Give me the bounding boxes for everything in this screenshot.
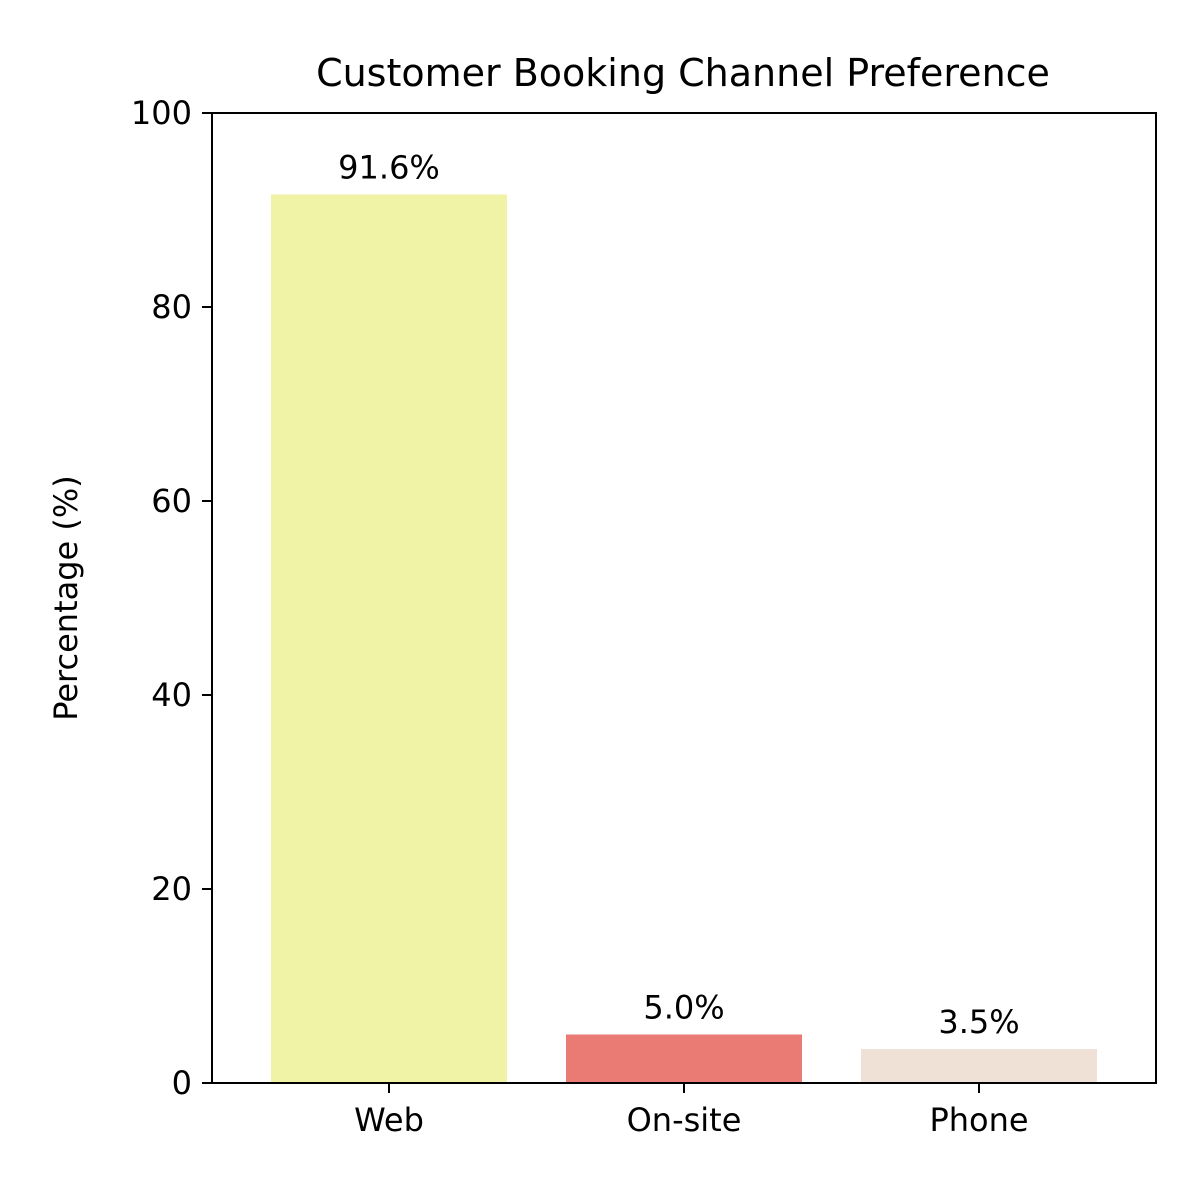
bar-value-label: 5.0% [643,989,724,1027]
y-axis-label: Percentage (%) [47,475,85,721]
bar-on-site [566,1034,802,1083]
chart-title: Customer Booking Channel Preference [316,51,1050,95]
y-tick-label: 100 [131,94,192,132]
bar-value-label: 91.6% [338,148,440,186]
y-tick-label: 20 [151,870,192,908]
bar-web [271,194,507,1084]
y-tick-label: 40 [151,676,192,714]
plot-frame [211,112,1157,1084]
y-tick-label: 60 [151,482,192,520]
y-axis-ticks: 0 20 40 60 80 100 [131,94,212,1102]
x-tick-label: On-site [627,1101,742,1139]
y-tick-label: 80 [151,288,192,326]
x-tick-label: Web [354,1101,424,1139]
bar-labels-layer: 91.6% 5.0% 3.5% [338,148,1019,1041]
y-tick-label: 0 [172,1064,192,1102]
x-axis-ticks: Web On-site Phone [354,1083,1029,1139]
x-tick-label: Phone [929,1101,1028,1139]
bar-phone [861,1049,1097,1083]
bar-value-label: 3.5% [938,1003,1019,1041]
bars-layer [271,194,1097,1084]
